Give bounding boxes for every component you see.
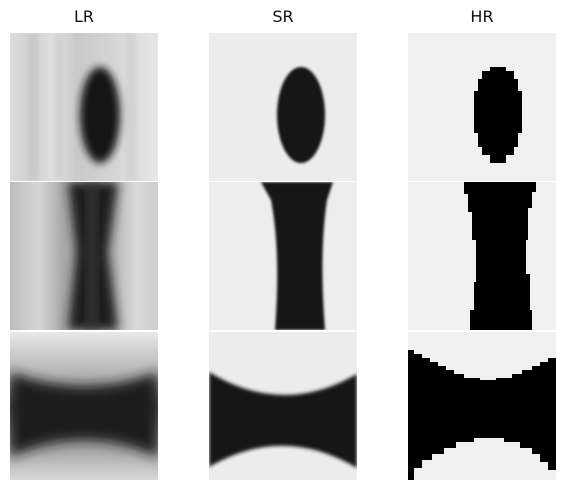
panel-sr-column [209, 182, 357, 330]
panel-lr-bowtie [10, 332, 158, 480]
panel-sr-ellipse [209, 33, 357, 181]
panel-hr-column [408, 182, 556, 330]
panel-sr-bowtie [209, 332, 357, 480]
column-title-hr: HR [470, 7, 494, 26]
panel-hr-ellipse [408, 33, 556, 181]
panel-lr-ellipse [10, 33, 158, 181]
column-title-sr: SR [272, 7, 294, 26]
panel-lr-column [10, 182, 158, 330]
panel-hr-bowtie [408, 332, 556, 480]
column-title-lr: LR [73, 7, 95, 26]
